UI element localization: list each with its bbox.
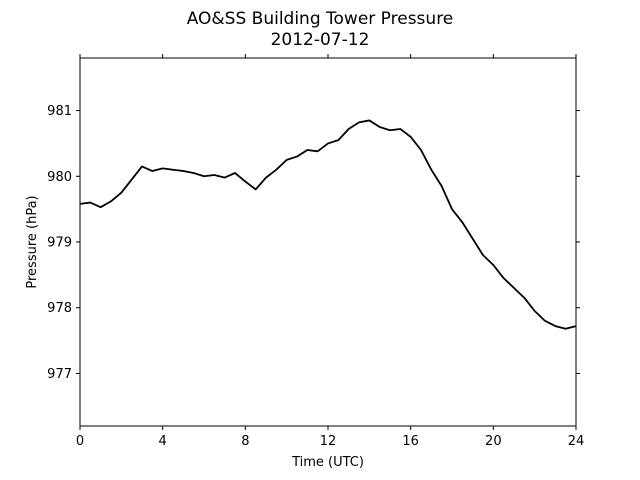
chart-subtitle: 2012-07-12 xyxy=(271,30,370,50)
x-tick-label: 16 xyxy=(402,434,419,449)
x-axis-ticks: 0 4 8 12 16 20 24 xyxy=(76,54,584,449)
x-tick-label: 8 xyxy=(241,434,249,449)
y-tick-label: 979 xyxy=(47,236,72,251)
y-axis-label: Pressure (hPa) xyxy=(25,195,40,288)
x-tick-label: 20 xyxy=(485,434,502,449)
y-tick-label: 978 xyxy=(47,301,72,316)
x-axis-label: Time (UTC) xyxy=(291,455,364,470)
x-tick-label: 0 xyxy=(76,434,84,449)
y-axis-ticks: 977 978 979 980 981 xyxy=(47,104,580,382)
y-tick-label: 977 xyxy=(47,367,72,382)
y-tick-label: 981 xyxy=(47,104,72,119)
plot-frame xyxy=(79,57,577,427)
chart-title: AO&SS Building Tower Pressure xyxy=(187,9,454,29)
y-tick-label: 980 xyxy=(47,170,72,185)
x-tick-label: 12 xyxy=(320,434,337,449)
x-tick-label: 24 xyxy=(568,434,585,449)
pressure-series-line xyxy=(79,119,577,330)
x-tick-label: 4 xyxy=(159,434,167,449)
